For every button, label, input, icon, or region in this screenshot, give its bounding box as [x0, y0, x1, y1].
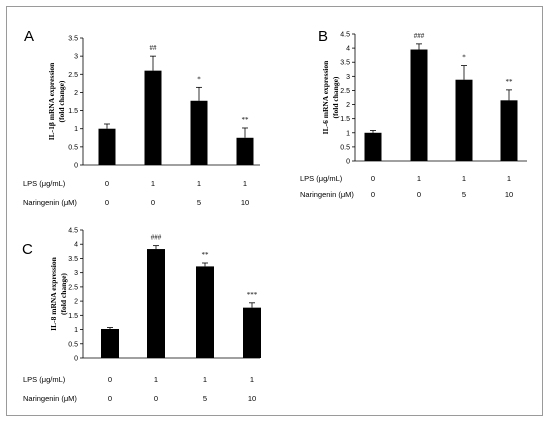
chart-il1b: A 0 0.5 1 1.5 2 2.5 3 3.5 IL-1β mRNA expression (f… [23, 28, 260, 207]
panel-label: C [22, 241, 33, 258]
significance-label: * [197, 75, 201, 83]
significance-label: ** [242, 116, 250, 124]
significance-label: *** [247, 291, 258, 299]
y-tick-label: 1 [346, 130, 350, 137]
y-tick-label: 3.5 [68, 256, 78, 263]
bar [236, 137, 254, 165]
significance-label: ### [414, 32, 425, 40]
y-tick-label: 2 [346, 102, 350, 109]
y-tick-label: 3.5 [340, 60, 350, 67]
y-tick-label: 0.5 [68, 144, 78, 151]
y-tick-label: 3.5 [68, 36, 78, 43]
chart-il8: C 0 0.5 1 1.5 2 2.5 3 3.5 4 4.5 IL-8 mRNA expressio… [22, 228, 261, 403]
treatment-value: 10 [248, 394, 256, 403]
treatment-value: 1 [197, 179, 201, 188]
y-tick-label: 0.5 [68, 341, 78, 348]
y-tick-label: 3 [74, 54, 78, 61]
treatment-value: 1 [507, 174, 511, 183]
treatment-value: 1 [462, 174, 466, 183]
treatment-value: 0 [417, 190, 421, 199]
treatment-value: 0 [154, 394, 158, 403]
treatment-label: Naringenin (μM) [23, 394, 77, 403]
bar [196, 266, 214, 358]
figure-frame [6, 6, 543, 416]
treatment-value: 1 [151, 179, 155, 188]
bar [455, 79, 473, 161]
bar [364, 132, 382, 161]
treatment-label: Naringenin (μM) [300, 190, 354, 199]
y-tick-label: 4.5 [68, 228, 78, 235]
significance-label: ** [202, 251, 210, 259]
significance-label: ### [151, 234, 162, 242]
y-tick-label: 2 [74, 90, 78, 97]
y-tick-label: 2.5 [340, 88, 350, 95]
y-tick-label: 1 [74, 327, 78, 334]
y-tick-label: 0 [74, 356, 78, 363]
y-tick-label: 2.5 [68, 284, 78, 291]
chart-il6: B 0 0.5 1 1.5 2 2.5 3 3.5 4 4.5 IL-6 mRNA expressio… [300, 28, 527, 199]
y-tick-label: 1.5 [68, 108, 78, 115]
treatment-label: LPS (μg/mL) [23, 179, 66, 188]
treatment-label: LPS (μg/mL) [300, 174, 343, 183]
y-axis-subtitle: (fold change) [59, 273, 68, 315]
treatment-value: 0 [105, 179, 109, 188]
y-tick-label: 2.5 [68, 72, 78, 79]
bar [243, 307, 261, 358]
bar [98, 128, 116, 165]
treatment-value: 10 [505, 190, 513, 199]
treatment-value: 0 [108, 394, 112, 403]
treatment-value: 1 [417, 174, 421, 183]
treatment-value: 5 [203, 394, 207, 403]
y-tick-label: 4 [346, 46, 350, 53]
y-tick-label: 3 [346, 74, 350, 81]
y-tick-label: 3 [74, 270, 78, 277]
y-axis-title: IL-8 mRNA expression [49, 256, 58, 330]
y-tick-label: 2 [74, 299, 78, 306]
treatment-value: 5 [197, 198, 201, 207]
panel-label: A [24, 28, 34, 45]
y-tick-label: 1.5 [68, 313, 78, 320]
treatment-value: 0 [371, 190, 375, 199]
significance-label: ## [150, 44, 158, 52]
y-tick-label: 0 [346, 159, 350, 166]
y-tick-label: 1 [74, 126, 78, 133]
y-axis-title: IL-1β mRNA expression [47, 62, 56, 140]
treatment-value: 0 [151, 198, 155, 207]
bar [410, 49, 428, 162]
treatment-value: 1 [243, 179, 247, 188]
treatment-value: 1 [250, 375, 254, 384]
y-tick-label: 0 [74, 163, 78, 170]
bar [190, 100, 208, 165]
panel-label: B [318, 28, 328, 45]
significance-label: * [462, 54, 466, 62]
treatment-value: 0 [108, 375, 112, 384]
y-axis-subtitle: (fold change) [331, 76, 340, 118]
treatment-value: 10 [241, 198, 249, 207]
bar [500, 100, 518, 161]
bar [101, 328, 119, 358]
y-tick-label: 1.5 [340, 116, 350, 123]
treatment-value: 5 [462, 190, 466, 199]
y-tick-label: 4.5 [340, 32, 350, 39]
y-axis-title: IL-6 mRNA expression [321, 60, 330, 134]
treatment-value: 0 [371, 174, 375, 183]
bar [144, 70, 162, 165]
y-tick-label: 0.5 [340, 144, 350, 151]
treatment-value: 1 [203, 375, 207, 384]
bar [147, 249, 165, 358]
treatment-label: LPS (μg/mL) [23, 375, 66, 384]
treatment-value: 1 [154, 375, 158, 384]
treatment-label: Naringenin (μM) [23, 198, 77, 207]
y-tick-label: 4 [74, 242, 78, 249]
significance-label: ** [506, 78, 514, 86]
treatment-value: 0 [105, 198, 109, 207]
y-axis-subtitle: (fold change) [57, 80, 66, 122]
